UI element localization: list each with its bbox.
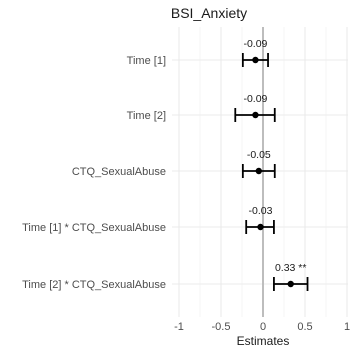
x-tick-label: -1: [174, 321, 184, 333]
term-label: Time [2] * CTQ_SexualAbuse: [22, 279, 166, 291]
estimate-point: [287, 280, 294, 288]
term-labels: Time [1] Time [2] CTQ_SexualAbuse Time [1] …: [22, 55, 166, 291]
x-axis-label: Estimates: [237, 334, 290, 348]
x-tick-label: 0.5: [297, 321, 312, 333]
data-label: -0.03: [249, 205, 273, 217]
x-tick-label: 1: [344, 321, 350, 333]
chart-title: BSI_Anxiety: [171, 5, 247, 21]
estimate-row: -0.09: [234, 93, 276, 122]
estimate-point: [252, 56, 259, 64]
estimate-row: -0.03: [245, 205, 275, 234]
data-label: 0.33 **: [275, 262, 307, 274]
term-label: Time [2]: [127, 110, 166, 122]
data-label: -0.05: [247, 149, 271, 161]
estimate-marks: -0.09 -0.09 -0.05 -0.03 0.33 **: [234, 38, 309, 291]
term-label: Time [1]: [127, 55, 166, 67]
term-label: CTQ_SexualAbuse: [72, 166, 166, 178]
term-label: Time [1] * CTQ_SexualAbuse: [22, 222, 166, 234]
x-tick-label: 0: [260, 321, 266, 333]
data-label: -0.09: [243, 93, 267, 105]
data-label: -0.09: [243, 38, 267, 50]
estimate-point: [252, 111, 259, 119]
estimate-point: [255, 167, 262, 175]
estimate-row: -0.09: [241, 38, 269, 67]
x-tick-labels: -1 -0.5 0 0.5 1: [174, 321, 350, 333]
estimate-row: -0.05: [241, 149, 276, 178]
estimate-row: 0.33 **: [273, 262, 309, 291]
estimate-point: [257, 223, 264, 231]
x-tick-label: -0.5: [212, 321, 231, 333]
